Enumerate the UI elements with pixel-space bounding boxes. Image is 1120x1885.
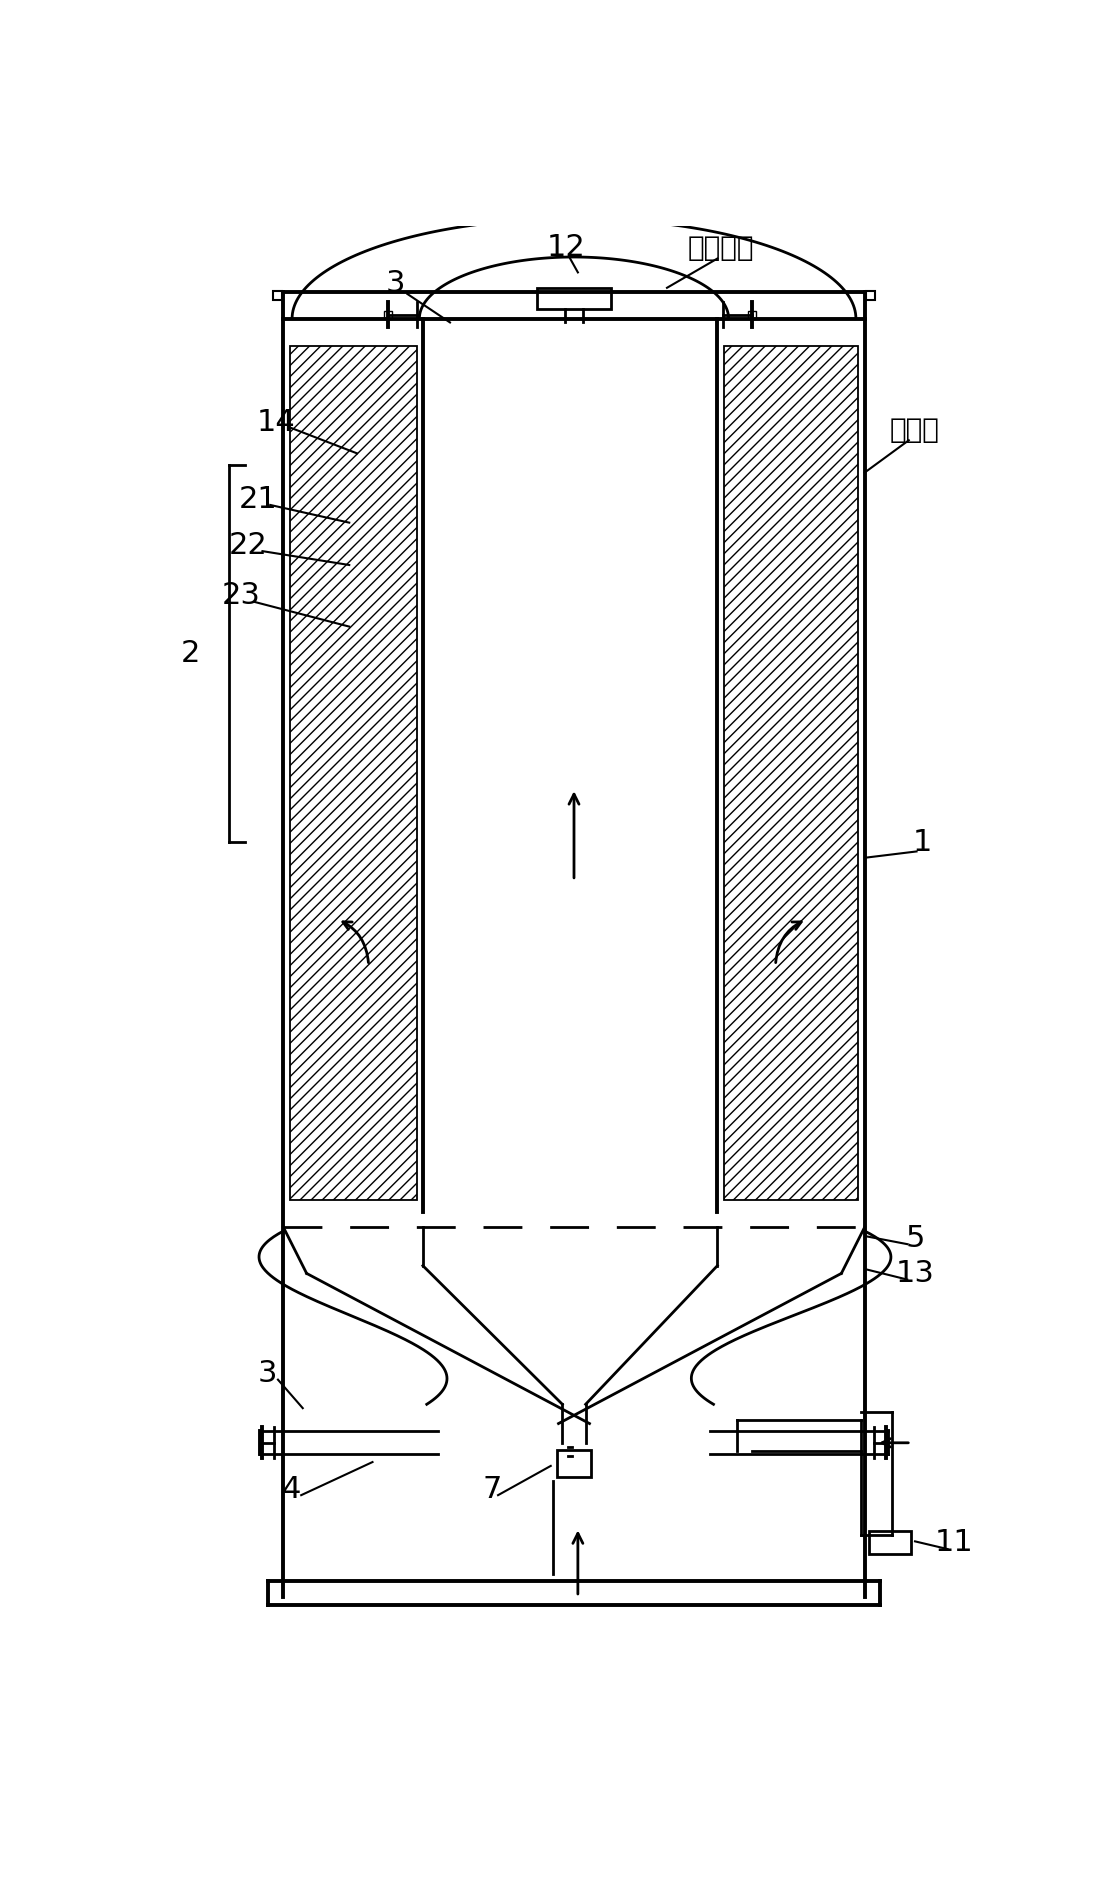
Text: 2: 2	[180, 639, 200, 667]
Text: 3: 3	[258, 1359, 278, 1387]
Text: 3: 3	[386, 270, 405, 298]
Text: 4: 4	[281, 1474, 301, 1504]
Bar	[290, 345, 417, 1201]
Bar	[868, 1531, 912, 1555]
Text: 21: 21	[239, 484, 277, 515]
Bar	[538, 288, 610, 309]
Text: 中心流道: 中心流道	[688, 234, 755, 262]
Text: 11: 11	[934, 1529, 973, 1557]
Bar	[748, 311, 756, 319]
Text: 12: 12	[547, 234, 586, 262]
Bar	[557, 1450, 591, 1478]
Text: 7: 7	[483, 1474, 502, 1504]
Text: 外流道: 外流道	[890, 417, 940, 445]
Text: 23: 23	[222, 581, 260, 611]
Bar	[724, 345, 858, 1201]
Bar	[384, 311, 392, 319]
Text: 14: 14	[256, 407, 295, 437]
Text: 13: 13	[896, 1259, 934, 1287]
Text: 5: 5	[905, 1223, 925, 1254]
Text: 22: 22	[230, 532, 268, 560]
Text: 1: 1	[913, 828, 933, 856]
Bar	[866, 290, 876, 300]
Bar	[272, 290, 282, 300]
